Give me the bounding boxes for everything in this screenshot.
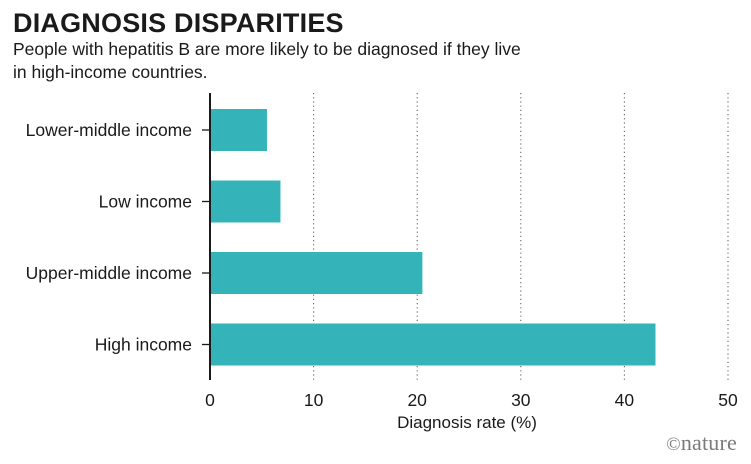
- x-tick-label-0: 0: [205, 390, 215, 410]
- x-tick-label-30: 30: [511, 390, 531, 410]
- x-tick-label-50: 50: [718, 390, 738, 410]
- x-tick-label-10: 10: [304, 390, 324, 410]
- chart-title: DIAGNOSIS DISPARITIES: [13, 8, 344, 38]
- y-tick-label-2: Upper-middle income: [26, 263, 192, 283]
- chart-subtitle: People with hepatitis B are more likely …: [13, 39, 521, 82]
- x-axis-title: Diagnosis rate (%): [397, 413, 537, 432]
- y-tick-label-0: Lower-middle income: [26, 120, 192, 140]
- bar-0: [210, 109, 267, 151]
- bar-1: [210, 180, 281, 223]
- y-tick-label-1: Low income: [99, 192, 192, 212]
- copyright-symbol: ©: [666, 434, 681, 455]
- nature-logo: ©nature: [666, 430, 737, 456]
- bar-2: [210, 252, 423, 294]
- y-tick-label-3: High income: [95, 335, 192, 355]
- bar-3: [210, 323, 656, 366]
- x-tick-label-40: 40: [615, 390, 635, 410]
- x-tick-label-20: 20: [407, 390, 427, 410]
- nature-brand: nature: [680, 430, 737, 455]
